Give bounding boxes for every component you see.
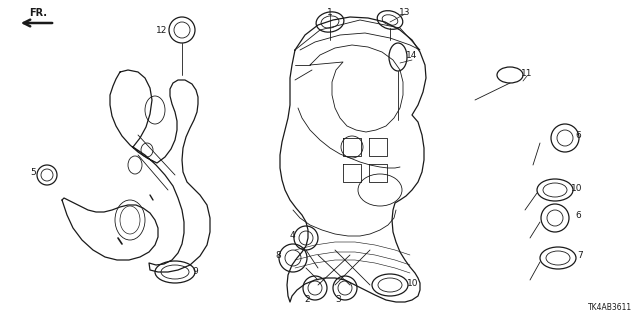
Text: 1: 1: [327, 7, 333, 17]
Text: 10: 10: [572, 183, 583, 193]
Text: 5: 5: [30, 167, 36, 177]
Text: 7: 7: [577, 252, 583, 260]
Text: 14: 14: [406, 51, 418, 60]
Text: 6: 6: [575, 211, 581, 220]
Text: 3: 3: [335, 295, 341, 305]
Text: 13: 13: [399, 7, 411, 17]
Text: FR.: FR.: [29, 8, 47, 18]
Text: 6: 6: [575, 131, 581, 140]
Text: TK4AB3611: TK4AB3611: [588, 303, 632, 312]
Text: 10: 10: [407, 278, 419, 287]
Text: 2: 2: [304, 295, 310, 305]
Text: 4: 4: [289, 230, 295, 239]
Text: 8: 8: [275, 252, 281, 260]
Text: 9: 9: [192, 268, 198, 276]
Text: 12: 12: [156, 26, 168, 35]
Text: 11: 11: [521, 68, 532, 77]
